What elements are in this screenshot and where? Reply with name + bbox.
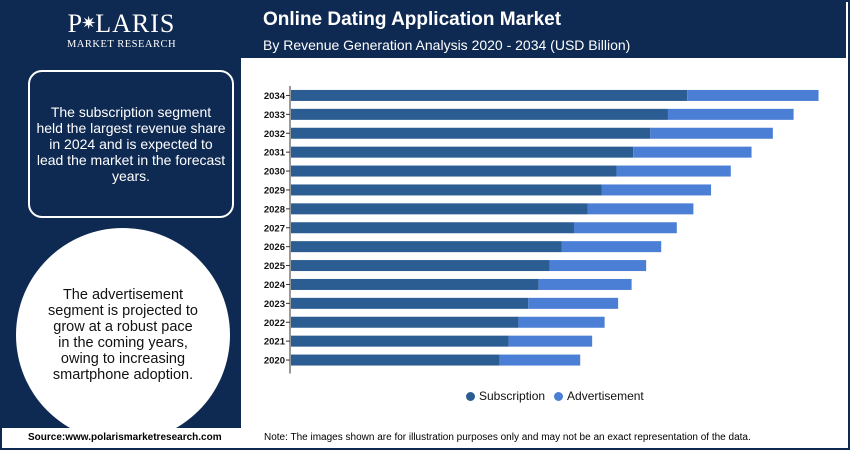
chart-header: Online Dating Application Market By Reve… xyxy=(241,2,846,58)
y-tick-label: 2022 xyxy=(264,318,285,329)
legend-label-subscription: Subscription xyxy=(479,389,546,403)
bar-subscription xyxy=(291,316,519,328)
bar-subscription xyxy=(291,165,617,177)
y-tick-label: 2020 xyxy=(264,356,285,367)
y-tick-label: 2024 xyxy=(264,280,286,291)
y-tick-label: 2031 xyxy=(264,148,286,159)
y-tick-label: 2025 xyxy=(264,261,286,272)
bar-subscription xyxy=(291,184,602,196)
bar-advertisement xyxy=(518,316,605,328)
bar-advertisement xyxy=(616,165,731,177)
legend-label-advertisement: Advertisement xyxy=(567,389,644,403)
logo-name: P✷LARIS xyxy=(2,8,241,39)
bar-advertisement xyxy=(687,89,819,101)
logo-name-left: P xyxy=(67,9,84,38)
logo: P✷LARIS MARKET RESEARCH xyxy=(2,8,241,51)
bar-advertisement xyxy=(587,203,694,215)
legend-item-advertisement: Advertisement xyxy=(554,389,644,403)
y-tick-label: 2030 xyxy=(264,167,285,178)
disclaimer-note: Note: The images shown are for illustrat… xyxy=(264,432,751,443)
bar-advertisement xyxy=(667,108,794,120)
bar-advertisement xyxy=(499,354,581,366)
insight-box-subscription: The subscription segment held the larges… xyxy=(28,70,234,218)
bar-advertisement xyxy=(528,297,619,309)
bar-chart: 2034 2033 2032 2031 2030 2029 2028 2027 2026 2025… xyxy=(264,86,819,374)
insight-text-advertisement: The advertisement segment is projected t… xyxy=(48,287,198,383)
bar-subscription xyxy=(291,260,550,272)
bar-subscription xyxy=(291,89,688,101)
bar-advertisement xyxy=(508,335,593,347)
bar-subscription xyxy=(291,335,509,347)
insight-text-subscription: The subscription segment held the larges… xyxy=(36,104,226,184)
bar-advertisement xyxy=(538,278,632,290)
bar-advertisement xyxy=(549,260,647,272)
y-tick-label: 2029 xyxy=(264,185,285,196)
y-tick-label: 2034 xyxy=(264,91,286,102)
legend-swatch-advertisement xyxy=(554,391,564,401)
y-tick-label: 2021 xyxy=(264,337,286,348)
bar-subscription xyxy=(291,278,539,290)
bar-advertisement xyxy=(561,241,662,253)
y-tick-label: 2023 xyxy=(264,299,285,310)
bar-advertisement xyxy=(601,184,712,196)
y-tick-label: 2027 xyxy=(264,223,285,234)
bar-subscription xyxy=(291,354,500,366)
y-tick-label: 2028 xyxy=(264,204,285,215)
logo-name-right: LARIS xyxy=(95,9,176,38)
legend-swatch-subscription xyxy=(466,391,475,401)
chart-legend: Subscription Advertisement xyxy=(466,389,653,403)
sidebar: P✷LARIS MARKET RESEARCH The subscription… xyxy=(2,2,241,442)
bar-advertisement xyxy=(573,222,677,234)
insight-circle-advertisement: The advertisement segment is projected t… xyxy=(16,228,230,442)
bar-subscription xyxy=(291,203,588,215)
y-tick-label: 2032 xyxy=(264,129,285,140)
legend-item-subscription: Subscription xyxy=(466,389,545,403)
chart-subtitle: By Revenue Generation Analysis 2020 - 20… xyxy=(263,37,631,53)
bar-subscription xyxy=(291,108,668,120)
source-text: Source:www.polarismarketresearch.com xyxy=(28,432,222,443)
compass-star-icon: ✷ xyxy=(81,13,98,33)
bar-subscription xyxy=(291,241,562,253)
bar-subscription xyxy=(291,146,634,158)
logo-tagline: MARKET RESEARCH xyxy=(66,39,177,50)
y-tick-label: 2033 xyxy=(264,110,285,121)
bar-advertisement xyxy=(650,127,773,139)
bar-advertisement xyxy=(633,146,752,158)
y-tick-label: 2026 xyxy=(264,242,285,253)
bar-subscription xyxy=(291,127,651,139)
bar-subscription xyxy=(291,297,529,309)
footer: Source:www.polarismarketresearch.com Not… xyxy=(2,428,848,448)
bar-subscription xyxy=(291,222,574,234)
chart-title: Online Dating Application Market xyxy=(263,9,562,30)
